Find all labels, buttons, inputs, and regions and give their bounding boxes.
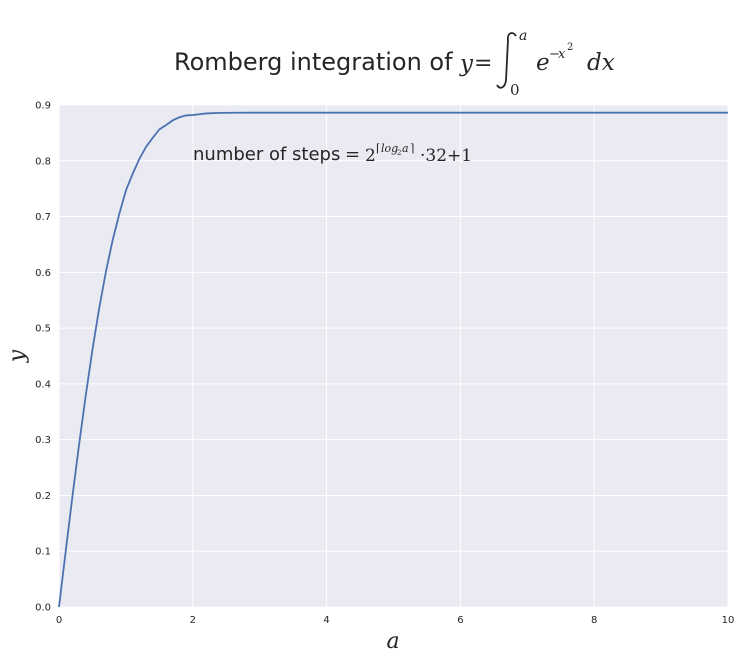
annotation-base: 2 <box>365 146 376 166</box>
x-tick-label: 4 <box>323 615 329 626</box>
x-axis-ticks: 0 2 4 6 8 10 <box>56 615 735 626</box>
title-prefix: Romberg integration of <box>174 48 453 76</box>
x-tick-label: 6 <box>457 615 463 626</box>
chart-title: Romberg integration of y = a 0 e − x 2 d… <box>174 28 615 99</box>
annotation: number of steps = 2 ⌈ log 2 a ⌉ ·32+1 <box>193 142 472 166</box>
integrand-exponent-sign: − <box>549 47 560 62</box>
y-tick-label: 0.3 <box>35 435 51 446</box>
y-tick-label: 0.2 <box>35 491 51 502</box>
title-lhs: y <box>459 51 474 77</box>
y-tick-label: 0.7 <box>35 212 51 223</box>
integral-upper-limit: a <box>519 28 527 44</box>
grid <box>58 104 729 608</box>
x-tick-label: 10 <box>722 615 735 626</box>
y-axis-label: y <box>5 349 30 363</box>
series-line <box>58 111 728 608</box>
annotation-ceil-left: ⌈ <box>376 142 380 155</box>
title-differential: dx <box>587 50 615 76</box>
y-axis-ticks: 0.0 0.1 0.2 0.3 0.4 0.5 0.6 0.7 0.8 0.9 <box>35 101 51 614</box>
y-tick-label: 0.9 <box>35 101 51 112</box>
integrand-exponent-var: x <box>558 47 566 62</box>
x-tick-label: 0 <box>56 615 62 626</box>
x-tick-label: 8 <box>591 615 597 626</box>
annotation-ceil-right: ⌉ <box>410 142 414 155</box>
annotation-equals: = <box>345 144 360 165</box>
y-tick-label: 0.0 <box>35 603 51 614</box>
y-tick-label: 0.1 <box>35 547 51 558</box>
annotation-text: number of steps <box>193 144 340 165</box>
y-tick-label: 0.8 <box>35 156 51 167</box>
y-tick-label: 0.5 <box>35 324 51 335</box>
x-axis-label: a <box>386 629 399 654</box>
y-tick-label: 0.6 <box>35 268 51 279</box>
annotation-tail: ·32+1 <box>420 146 472 166</box>
plot-area <box>59 105 728 607</box>
integrand-base: e <box>536 50 550 76</box>
title-equals: = <box>474 51 492 76</box>
integral-lower-limit: 0 <box>510 81 520 99</box>
annotation-exp-log: log <box>381 142 398 155</box>
annotation-exp-log-sub: 2 <box>397 149 401 157</box>
x-tick-label: 2 <box>190 615 196 626</box>
integral-sign <box>496 32 517 89</box>
annotation-exp-var: a <box>402 142 409 155</box>
integrand-exponent-power: 2 <box>567 42 573 53</box>
y-tick-label: 0.4 <box>35 379 51 390</box>
